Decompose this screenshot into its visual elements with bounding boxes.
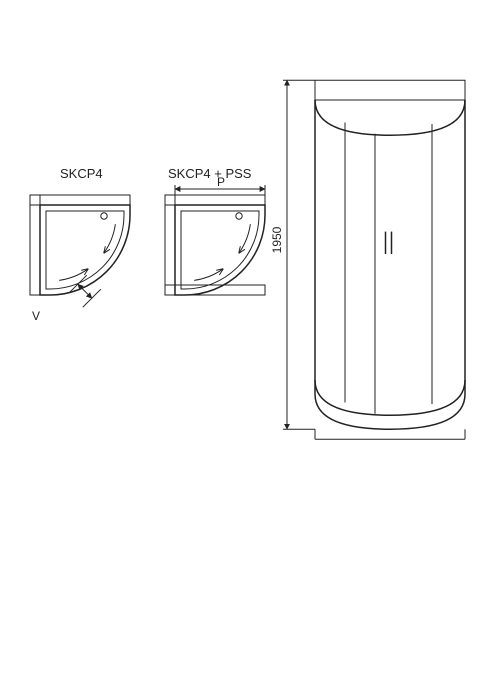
dim-label-height: 1950: [270, 226, 284, 253]
dim-label-v: V: [32, 309, 40, 323]
dim-label-p: P: [217, 175, 225, 189]
elevation-view: [283, 80, 465, 439]
plan-skcp4-pss: [165, 185, 265, 295]
diagram-title: SKCP4 + PSS: [168, 166, 252, 181]
diagram-title: SKCP4: [60, 166, 103, 181]
plan-skcp4: [30, 195, 130, 307]
